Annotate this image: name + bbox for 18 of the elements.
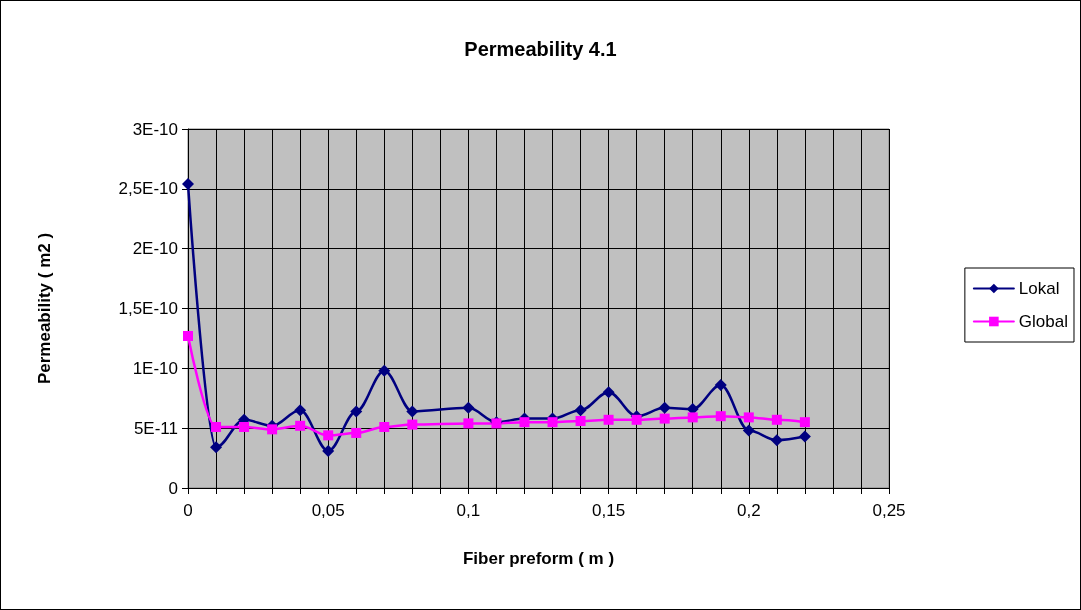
x-tick-label: 0,25 xyxy=(872,501,906,520)
x-axis-title: Fiber preform ( m ) xyxy=(462,549,615,568)
x-tick-label: 0 xyxy=(183,501,193,520)
y-tick-label: 2,5E-10 xyxy=(118,179,178,199)
legend-label: Lokal xyxy=(1018,279,1060,298)
y-tick-label: 5E-11 xyxy=(133,418,178,438)
x-tick-label: 0,05 xyxy=(311,501,345,520)
y-tick-label: 1,5E-10 xyxy=(118,299,178,318)
chart-title: Permeability 4.1 xyxy=(464,38,617,60)
x-tick-label: 0,15 xyxy=(592,501,626,520)
x-tick-label: 0,2 xyxy=(736,501,761,520)
y-tick-label: 1E-10 xyxy=(132,358,178,378)
y-tick-label: 0 xyxy=(168,478,178,498)
y-tick-label: 3E-10 xyxy=(132,119,178,139)
y-axis-title: Permeability ( m2 ) xyxy=(35,232,54,385)
legend-label: Global xyxy=(1018,312,1068,331)
y-tick-label: 2E-10 xyxy=(132,239,178,259)
x-tick-label: 0,1 xyxy=(456,501,481,520)
